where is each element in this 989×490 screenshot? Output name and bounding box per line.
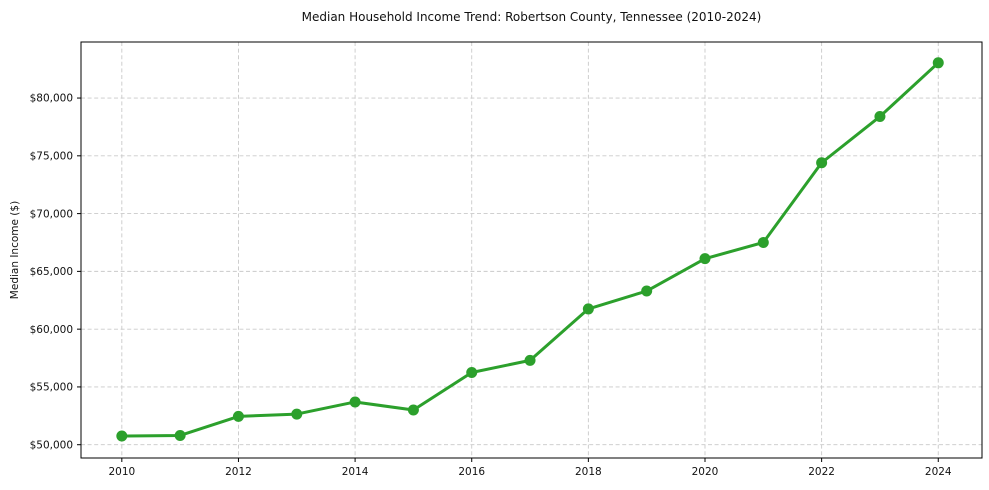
data-point-marker: [524, 354, 536, 366]
y-tick-label: $55,000: [30, 382, 73, 394]
chart-title: Median Household Income Trend: Robertson…: [301, 10, 762, 24]
x-tick-label: 2022: [808, 466, 835, 478]
y-tick-label: $70,000: [30, 208, 73, 220]
data-point-marker: [582, 303, 594, 315]
data-point-marker: [174, 429, 186, 441]
y-tick-label: $80,000: [30, 93, 73, 105]
data-point-marker: [116, 430, 128, 442]
y-tick-label: $50,000: [30, 439, 73, 451]
data-point-marker: [816, 157, 828, 169]
data-point-marker: [641, 285, 653, 297]
y-tick-label: $60,000: [30, 324, 73, 336]
x-tick-label: 2010: [108, 466, 135, 478]
x-tick-label: 2014: [342, 466, 369, 478]
data-point-marker: [232, 410, 244, 422]
y-tick-label: $75,000: [30, 151, 73, 163]
plot-border: [80, 41, 983, 459]
y-tick-label: $65,000: [30, 266, 73, 278]
data-point-marker: [407, 404, 419, 416]
x-tick-label: 2024: [925, 466, 952, 478]
income-trend-line: [120, 61, 940, 438]
data-point-marker: [466, 366, 478, 378]
x-tick-label: 2018: [575, 466, 602, 478]
x-tick-label: 2016: [458, 466, 485, 478]
x-tick-label: 2020: [692, 466, 719, 478]
x-tick-label: 2012: [225, 466, 252, 478]
data-point-marker: [874, 111, 886, 123]
data-point-marker: [291, 408, 303, 420]
data-point-marker: [932, 57, 944, 69]
data-point-marker: [699, 253, 711, 265]
data-point-marker: [757, 236, 769, 248]
data-point-marker: [349, 396, 361, 408]
